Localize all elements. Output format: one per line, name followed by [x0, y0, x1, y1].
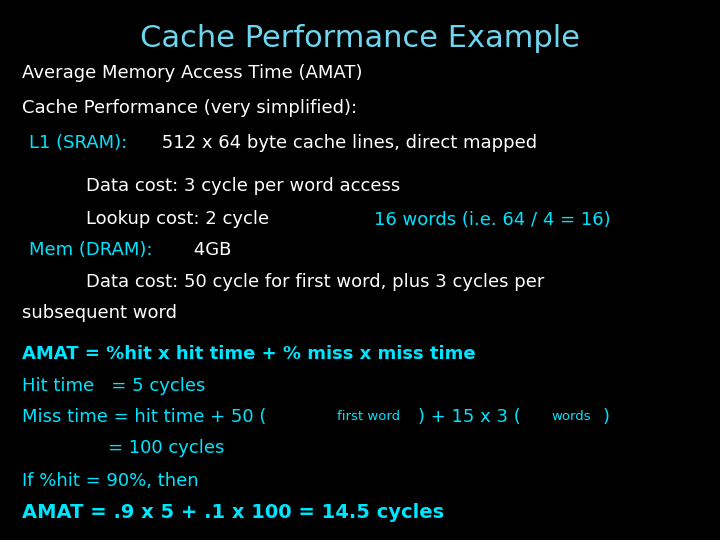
Text: Average Memory Access Time (AMAT): Average Memory Access Time (AMAT)	[22, 64, 362, 82]
Text: 4GB: 4GB	[188, 241, 232, 259]
Text: subsequent word: subsequent word	[22, 304, 176, 322]
Text: Cache Performance Example: Cache Performance Example	[140, 24, 580, 53]
Text: ): )	[602, 408, 609, 426]
Text: first word: first word	[337, 410, 400, 423]
Text: If %hit = 90%, then: If %hit = 90%, then	[22, 471, 198, 490]
Text: AMAT = .9 x 5 + .1 x 100 = 14.5 cycles: AMAT = .9 x 5 + .1 x 100 = 14.5 cycles	[22, 503, 444, 523]
Text: ) + 15 x 3 (: ) + 15 x 3 (	[418, 408, 521, 426]
Text: Mem (DRAM):: Mem (DRAM):	[29, 241, 153, 259]
Text: words: words	[551, 410, 590, 423]
Text: L1 (SRAM):: L1 (SRAM):	[29, 134, 127, 152]
Text: Cache Performance (very simplified):: Cache Performance (very simplified):	[22, 99, 356, 117]
Text: = 100 cycles: = 100 cycles	[108, 439, 225, 457]
Text: Miss time = hit time + 50 (: Miss time = hit time + 50 (	[22, 408, 266, 426]
Text: AMAT = %hit x hit time + % miss x miss time: AMAT = %hit x hit time + % miss x miss t…	[22, 345, 475, 363]
Text: 16 words (i.e. 64 / 4 = 16): 16 words (i.e. 64 / 4 = 16)	[374, 211, 611, 229]
Text: Data cost: 3 cycle per word access: Data cost: 3 cycle per word access	[86, 177, 400, 195]
Text: Hit time   = 5 cycles: Hit time = 5 cycles	[22, 377, 205, 395]
Text: 512 x 64 byte cache lines, direct mapped: 512 x 64 byte cache lines, direct mapped	[156, 134, 536, 152]
Text: Lookup cost: 2 cycle: Lookup cost: 2 cycle	[86, 210, 269, 228]
Text: Data cost: 50 cycle for first word, plus 3 cycles per: Data cost: 50 cycle for first word, plus…	[86, 273, 545, 292]
